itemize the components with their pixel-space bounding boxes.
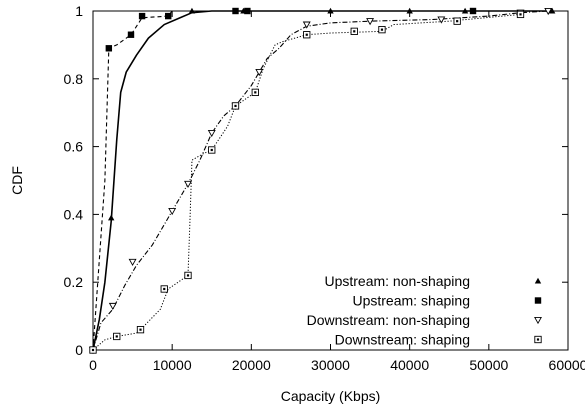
legend-marker xyxy=(534,316,542,325)
data-point xyxy=(366,18,375,26)
series-line xyxy=(92,10,473,351)
series-3 xyxy=(89,7,553,355)
data-point xyxy=(207,130,216,138)
y-axis-label: CDF xyxy=(9,166,25,195)
x-tick-label: 60000 xyxy=(549,357,585,373)
data-point xyxy=(255,69,264,77)
data-point xyxy=(127,31,135,38)
legend-marker xyxy=(534,335,542,344)
data-point xyxy=(453,17,461,25)
series-4 xyxy=(89,10,529,354)
y-tick-label: 0.4 xyxy=(64,206,84,222)
data-point xyxy=(165,12,172,20)
data-point xyxy=(108,214,115,221)
series-line xyxy=(92,10,553,351)
legend-label: Downstream: shaping xyxy=(335,332,470,348)
data-point xyxy=(231,102,240,110)
plot-border xyxy=(92,10,569,351)
data-point xyxy=(302,21,311,29)
x-axis-label: Capacity (Kbps) xyxy=(281,388,381,404)
series-layer xyxy=(89,7,556,355)
y-axis-ticks: 0 0.2 0.4 0.6 0.8 1 xyxy=(64,3,568,358)
data-point xyxy=(208,146,216,154)
x-tick-label: 50000 xyxy=(469,357,508,373)
data-point xyxy=(113,332,121,341)
data-point xyxy=(251,88,259,97)
data-point xyxy=(544,7,553,16)
data-point xyxy=(548,7,556,14)
data-point xyxy=(138,12,146,20)
data-point xyxy=(437,16,446,24)
legend-label: Upstream: shaping xyxy=(352,293,470,309)
y-tick-label: 1 xyxy=(75,3,83,19)
data-point xyxy=(105,45,113,52)
data-point xyxy=(378,25,386,34)
data-point xyxy=(303,31,311,39)
x-tick-label: 30000 xyxy=(311,357,350,373)
data-point xyxy=(469,7,477,15)
y-tick-label: 0.8 xyxy=(64,71,84,87)
data-point xyxy=(136,326,145,334)
data-point xyxy=(244,7,251,15)
x-tick-label: 10000 xyxy=(153,357,192,373)
y-tick-label: 0.2 xyxy=(64,274,84,290)
legend-entry: Upstream: shaping xyxy=(352,293,542,309)
y-tick-label: 0 xyxy=(75,342,83,358)
legend-entry: Upstream: non-shaping xyxy=(324,273,542,289)
legend-label: Downstream: non-shaping xyxy=(307,312,470,328)
x-axis-ticks: 0 10000 20000 30000 40000 50000 60000 xyxy=(89,11,585,373)
legend-marker xyxy=(534,297,542,304)
data-point xyxy=(232,7,239,15)
legend: Upstream: non-shaping Upstream: shaping Do… xyxy=(307,273,542,348)
data-point xyxy=(168,207,177,216)
data-point xyxy=(108,302,117,311)
x-tick-label: 0 xyxy=(89,357,97,373)
series-1 xyxy=(89,7,556,353)
x-tick-label: 20000 xyxy=(232,357,271,373)
legend-marker xyxy=(534,277,542,284)
legend-label: Upstream: non-shaping xyxy=(324,273,470,289)
y-tick-label: 0.6 xyxy=(64,139,84,155)
data-point xyxy=(516,10,525,19)
data-point xyxy=(89,346,97,354)
x-tick-label: 40000 xyxy=(390,357,429,373)
data-point xyxy=(184,180,192,189)
legend-entry: Downstream: non-shaping xyxy=(307,312,542,328)
data-point xyxy=(184,271,192,280)
data-point xyxy=(160,285,168,293)
data-point xyxy=(350,27,358,35)
data-point xyxy=(128,258,137,266)
legend-entry: Downstream: shaping xyxy=(335,332,542,348)
plot-frame xyxy=(92,10,569,351)
series-line xyxy=(92,10,549,351)
